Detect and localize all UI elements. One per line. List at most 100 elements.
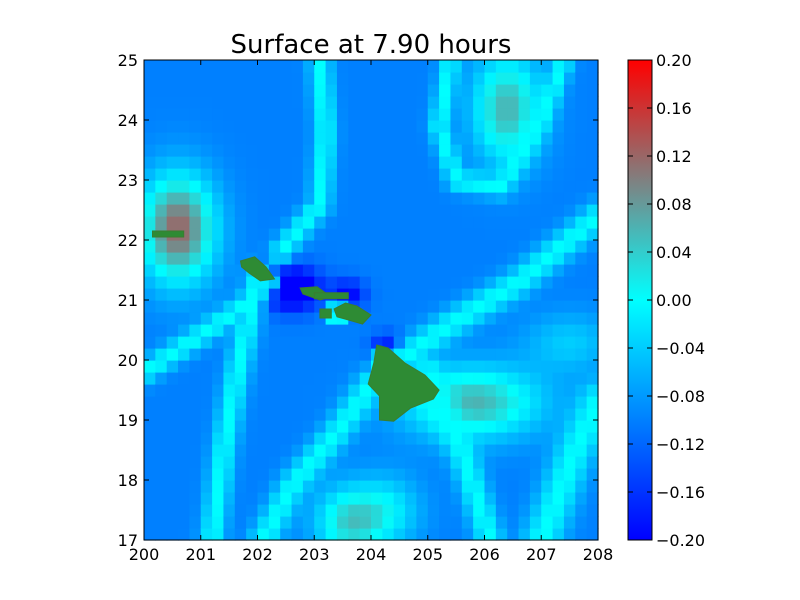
heatmap-cell xyxy=(552,468,565,481)
heatmap-cell xyxy=(393,132,406,145)
heatmap-cell xyxy=(246,420,259,433)
heatmap-cell xyxy=(484,288,497,301)
heatmap-cell xyxy=(529,348,542,361)
heatmap-cell xyxy=(405,528,417,541)
x-tick-label: 203 xyxy=(299,545,330,564)
heatmap-cell xyxy=(552,84,565,97)
heatmap-cell xyxy=(416,528,429,541)
heatmap-cell xyxy=(200,372,213,385)
heatmap-cell xyxy=(200,360,213,373)
heatmap-cell xyxy=(552,120,565,133)
heatmap-cell xyxy=(144,264,156,277)
heatmap-cell xyxy=(257,516,270,529)
heatmap-cell xyxy=(518,252,531,265)
heatmap-cell xyxy=(144,516,156,529)
heatmap-cell xyxy=(155,480,168,493)
heatmap-cell xyxy=(268,156,281,169)
heatmap-cell xyxy=(234,384,247,397)
heatmap-cell xyxy=(178,132,190,145)
heatmap-cell xyxy=(325,192,338,205)
heatmap-cell xyxy=(541,492,554,505)
heatmap-cell xyxy=(575,288,588,301)
heatmap-cell xyxy=(529,216,542,229)
heatmap-cell xyxy=(166,516,179,529)
heatmap-cell xyxy=(529,84,542,97)
heatmap-cell xyxy=(314,480,327,493)
heatmap-cell xyxy=(439,84,452,97)
heatmap-cell xyxy=(178,156,190,169)
heatmap-cell xyxy=(189,324,202,337)
heatmap-cell xyxy=(461,384,474,397)
heatmap-cell xyxy=(450,396,463,409)
heatmap-cell xyxy=(144,168,156,181)
heatmap-cell xyxy=(518,132,531,145)
heatmap-cell xyxy=(155,276,168,289)
heatmap-cell xyxy=(144,444,156,457)
heatmap-cell xyxy=(280,456,293,469)
heatmap-cell xyxy=(518,84,531,97)
heatmap-cell xyxy=(563,168,576,181)
heatmap-cell xyxy=(246,132,259,145)
heatmap-cell xyxy=(382,336,395,349)
heatmap-cell xyxy=(427,336,440,349)
heatmap-cell xyxy=(586,360,599,373)
heatmap-cell xyxy=(223,216,236,229)
heatmap-cell xyxy=(223,204,236,217)
heatmap-cell xyxy=(359,288,372,301)
heatmap-cell xyxy=(314,492,327,505)
heatmap-cell xyxy=(155,468,168,481)
heatmap-cell xyxy=(178,480,190,493)
heatmap-cell xyxy=(473,120,486,133)
heatmap-cell xyxy=(200,96,213,109)
heatmap-cell xyxy=(405,480,417,493)
heatmap-cell xyxy=(405,432,417,445)
heatmap-cell xyxy=(507,240,520,253)
heatmap-cell xyxy=(427,96,440,109)
heatmap-cell xyxy=(439,432,452,445)
heatmap-cell xyxy=(541,444,554,457)
colorbar-axis: 0.200.160.120.080.040.00−0.04−0.08−0.12−… xyxy=(628,51,705,550)
heatmap-cell xyxy=(280,408,293,421)
heatmap-cell xyxy=(552,144,565,157)
heatmap-cell xyxy=(461,84,474,97)
x-tick-label: 204 xyxy=(356,545,387,564)
heatmap-cell xyxy=(563,432,576,445)
heatmap-cell xyxy=(178,312,190,325)
heatmap-cell xyxy=(575,360,588,373)
heatmap-cell xyxy=(552,516,565,529)
heatmap-cell xyxy=(257,420,270,433)
heatmap-cell xyxy=(405,204,417,217)
heatmap-cell xyxy=(507,300,520,313)
heatmap-cell xyxy=(178,468,190,481)
heatmap-cell xyxy=(359,360,372,373)
heatmap-cell xyxy=(416,288,429,301)
heatmap-cell xyxy=(405,324,417,337)
heatmap-cell xyxy=(484,312,497,325)
heatmap-cell xyxy=(302,120,315,133)
heatmap-cell xyxy=(302,216,315,229)
heatmap-cell xyxy=(246,336,259,349)
heatmap-cell xyxy=(495,396,508,409)
heatmap-cell xyxy=(223,396,236,409)
heatmap-cell xyxy=(212,468,225,481)
heatmap-cell xyxy=(393,240,406,253)
heatmap-cell xyxy=(371,144,383,157)
heatmap-cell xyxy=(575,240,588,253)
heatmap-cell xyxy=(427,312,440,325)
heatmap-cell xyxy=(552,108,565,121)
heatmap-cell xyxy=(314,240,327,253)
heatmap-cell xyxy=(200,252,213,265)
heatmap-cell xyxy=(393,228,406,241)
heatmap-cell xyxy=(416,360,429,373)
colorbar-tick-label: 0.20 xyxy=(656,51,692,70)
heatmap-cell xyxy=(439,288,452,301)
heatmap-cell xyxy=(144,108,156,121)
heatmap-cell xyxy=(529,372,542,385)
heatmap-cell xyxy=(257,108,270,121)
heatmap-cell xyxy=(212,444,225,457)
heatmap-cell xyxy=(529,312,542,325)
heatmap-cell xyxy=(291,432,304,445)
heatmap-cell xyxy=(586,348,599,361)
heatmap-cell xyxy=(189,408,202,421)
heatmap-cell xyxy=(393,144,406,157)
